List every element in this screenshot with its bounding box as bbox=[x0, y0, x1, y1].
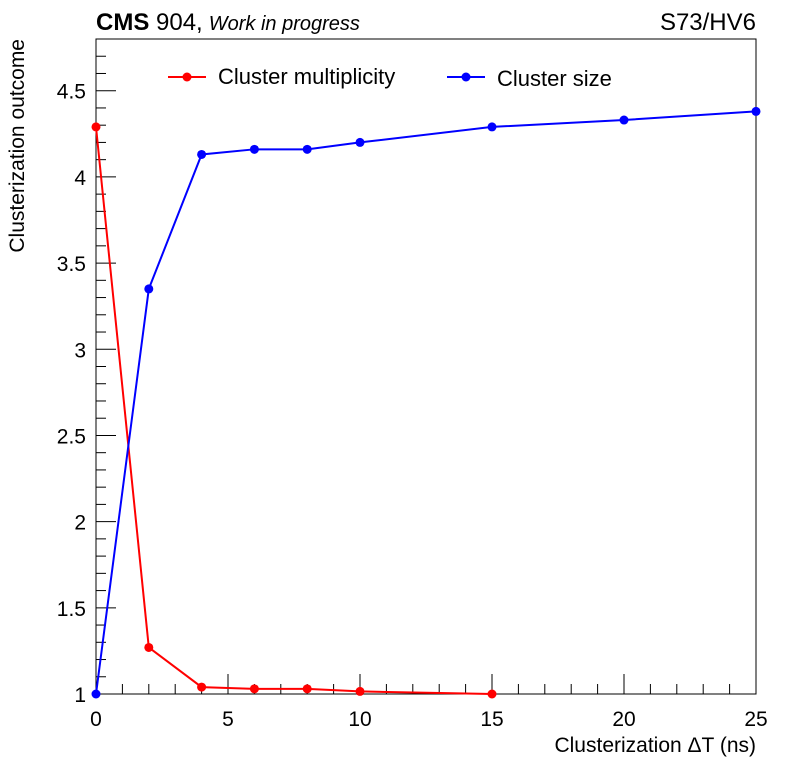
series-group bbox=[91, 106, 761, 699]
data-point-cluster-size bbox=[487, 122, 497, 132]
data-point-cluster-size bbox=[355, 137, 365, 147]
legend-marker-cluster-size bbox=[461, 72, 471, 82]
data-point-cluster-multiplicity bbox=[197, 682, 207, 692]
y-tick-label: 1.5 bbox=[57, 598, 86, 621]
y-tick-label: 2.5 bbox=[57, 425, 86, 448]
x-tick-label: 5 bbox=[222, 708, 234, 731]
data-point-cluster-size bbox=[197, 149, 207, 159]
y-tick-label: 3.5 bbox=[57, 253, 86, 276]
data-point-cluster-size bbox=[302, 144, 312, 154]
chart-header: CMS 904, Work in progress bbox=[96, 9, 360, 36]
x-tick-label: 20 bbox=[612, 708, 635, 731]
facility-label: 904, bbox=[149, 9, 202, 36]
legend-marker-cluster-multiplicity bbox=[182, 72, 192, 82]
data-point-cluster-multiplicity bbox=[355, 686, 365, 696]
plot-frame bbox=[95, 38, 757, 695]
series-line-cluster-size bbox=[95, 110, 757, 695]
data-point-cluster-multiplicity bbox=[249, 684, 259, 694]
data-point-cluster-size bbox=[751, 106, 761, 116]
status-label: Work in progress bbox=[209, 13, 360, 35]
y-tick-label: 4.5 bbox=[57, 81, 86, 104]
run-label: S73/HV6 bbox=[660, 9, 756, 36]
legend-label-cluster-size: Cluster size bbox=[497, 66, 612, 91]
data-point-cluster-multiplicity bbox=[144, 642, 154, 652]
y-tick-label: 2 bbox=[74, 512, 86, 535]
legend-label-cluster-multiplicity: Cluster multiplicity bbox=[218, 64, 395, 89]
experiment-label: CMS bbox=[96, 9, 149, 36]
data-point-cluster-size bbox=[91, 689, 101, 699]
y-axis-title: Clusterization outcome bbox=[6, 39, 29, 253]
x-tick-label: 10 bbox=[348, 708, 371, 731]
series-line-cluster-multiplicity bbox=[95, 126, 493, 695]
x-tick-label: 25 bbox=[744, 708, 767, 731]
x-tick-label: 0 bbox=[90, 708, 102, 731]
y-tick-label: 1 bbox=[74, 684, 86, 707]
data-point-cluster-size bbox=[619, 115, 629, 125]
y-tick-label: 3 bbox=[74, 339, 86, 362]
data-point-cluster-size bbox=[144, 284, 154, 294]
y-tick-label: 4 bbox=[74, 167, 86, 190]
y-tick-labels: 1 1.5 2 2.5 3 3.5 4 4.5 bbox=[57, 81, 87, 707]
axis-ticks bbox=[95, 38, 757, 695]
x-tick-label: 15 bbox=[480, 708, 503, 731]
data-point-cluster-size bbox=[249, 144, 259, 154]
data-point-cluster-multiplicity bbox=[302, 684, 312, 694]
legend: Cluster multiplicity Cluster size bbox=[168, 64, 612, 91]
data-point-cluster-multiplicity bbox=[487, 689, 497, 699]
data-point-cluster-multiplicity bbox=[91, 122, 101, 132]
x-axis-title: Clusterization ΔT (ns) bbox=[554, 734, 756, 757]
x-tick-labels: 0 5 10 15 20 25 bbox=[90, 708, 768, 731]
